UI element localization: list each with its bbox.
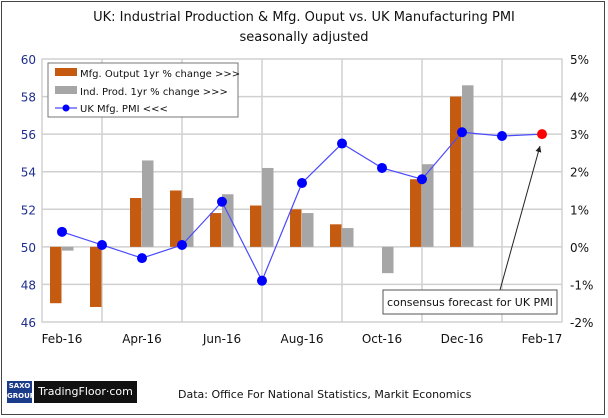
left-axis-tick-label: 48 xyxy=(21,278,36,292)
bar-ind-prod xyxy=(382,246,394,274)
pmi-point xyxy=(417,174,427,185)
bar-ind-prod xyxy=(62,246,74,251)
tradingfloor-logo: SAXO GROUP TradingFloor·com xyxy=(7,381,137,405)
bar-ind-prod xyxy=(342,228,354,247)
pmi-point xyxy=(297,177,307,188)
data-source: Data: Office For National Statistics, Ma… xyxy=(178,388,472,401)
bar-mfg-output xyxy=(290,209,302,247)
x-axis-tick-label: Oct-16 xyxy=(362,332,402,346)
bar-mfg-output xyxy=(210,213,222,247)
x-axis-tick-label: Feb-17 xyxy=(522,332,563,346)
left-axis-tick-label: 60 xyxy=(21,53,36,67)
bar-mfg-output xyxy=(50,246,62,304)
left-axis-tick-label: 52 xyxy=(21,203,36,217)
pmi-point xyxy=(177,239,187,250)
legend-swatch-mfg-output xyxy=(55,68,77,76)
pmi-point xyxy=(97,239,107,250)
x-axis-tick-label: Jun-16 xyxy=(202,332,241,346)
chart-subtitle: seasonally adjusted xyxy=(239,30,369,45)
bar-mfg-output xyxy=(250,205,262,247)
bar-mfg-output xyxy=(170,190,182,247)
bar-ind-prod xyxy=(262,167,274,247)
right-axis-tick-label: 0% xyxy=(570,241,589,255)
pmi-point xyxy=(457,127,467,138)
pmi-point xyxy=(377,162,387,173)
bar-ind-prod xyxy=(462,85,474,247)
left-axis-tick-label: 46 xyxy=(21,316,36,330)
left-axis-tick-label: 50 xyxy=(21,241,36,255)
right-axis-tick-label: 4% xyxy=(570,91,589,105)
bar-ind-prod xyxy=(182,198,194,247)
bar-ind-prod xyxy=(302,213,314,247)
pmi-point xyxy=(257,275,267,286)
x-axis-tick-label: Feb-16 xyxy=(42,332,83,346)
left-axis-tick-label: 58 xyxy=(21,91,36,105)
x-axis-tick-label: Aug-16 xyxy=(280,332,323,346)
right-axis-tick-label: 1% xyxy=(570,203,589,217)
pmi-point xyxy=(137,253,147,264)
bar-ind-prod xyxy=(422,164,434,247)
pmi-forecast-point xyxy=(537,129,547,140)
bar-mfg-output xyxy=(450,96,462,247)
right-axis-tick-label: 3% xyxy=(570,128,589,142)
chart-title: UK: Industrial Production & Mfg. Ouput v… xyxy=(93,10,515,25)
bar-ind-prod xyxy=(222,194,234,247)
bar-mfg-output xyxy=(90,246,102,307)
left-axis-tick-label: 56 xyxy=(21,128,36,142)
legend-swatch-ind-prod xyxy=(55,86,77,94)
pmi-point xyxy=(217,196,227,207)
legend-label-mfg-output: Mfg. Output 1yr % change >>> xyxy=(80,69,240,80)
pmi-point xyxy=(337,138,347,149)
pmi-point xyxy=(57,226,67,237)
x-axis-tick-label: Dec-16 xyxy=(441,332,484,346)
bar-mfg-output xyxy=(410,179,422,247)
legend-label-ind-prod: Ind. Prod. 1yr % change >>> xyxy=(80,87,228,98)
legend-label-pmi: UK Mfg. PMI <<< xyxy=(80,104,168,115)
x-axis-tick-label: Apr-16 xyxy=(122,332,162,346)
bar-ind-prod xyxy=(142,160,154,247)
annotation-text: consensus forecast for UK PMI xyxy=(387,296,553,309)
bar-mfg-output xyxy=(130,198,142,247)
legend-box xyxy=(47,62,239,118)
right-axis-tick-label: -2% xyxy=(570,316,593,330)
right-axis-tick-label: 2% xyxy=(570,166,589,180)
legend-swatch-pmi-marker xyxy=(62,104,70,112)
annotation-box xyxy=(382,289,558,315)
saxo-logo: SAXO GROUP xyxy=(7,381,35,403)
brand-logo: TradingFloor·com xyxy=(34,381,137,403)
annotation-arrow xyxy=(499,145,542,291)
bar-mfg-output xyxy=(330,224,342,247)
right-axis-tick-label: 5% xyxy=(570,53,589,67)
pmi-point xyxy=(497,131,507,142)
left-axis-tick-label: 54 xyxy=(21,166,36,180)
right-axis-tick-label: -1% xyxy=(570,278,593,292)
